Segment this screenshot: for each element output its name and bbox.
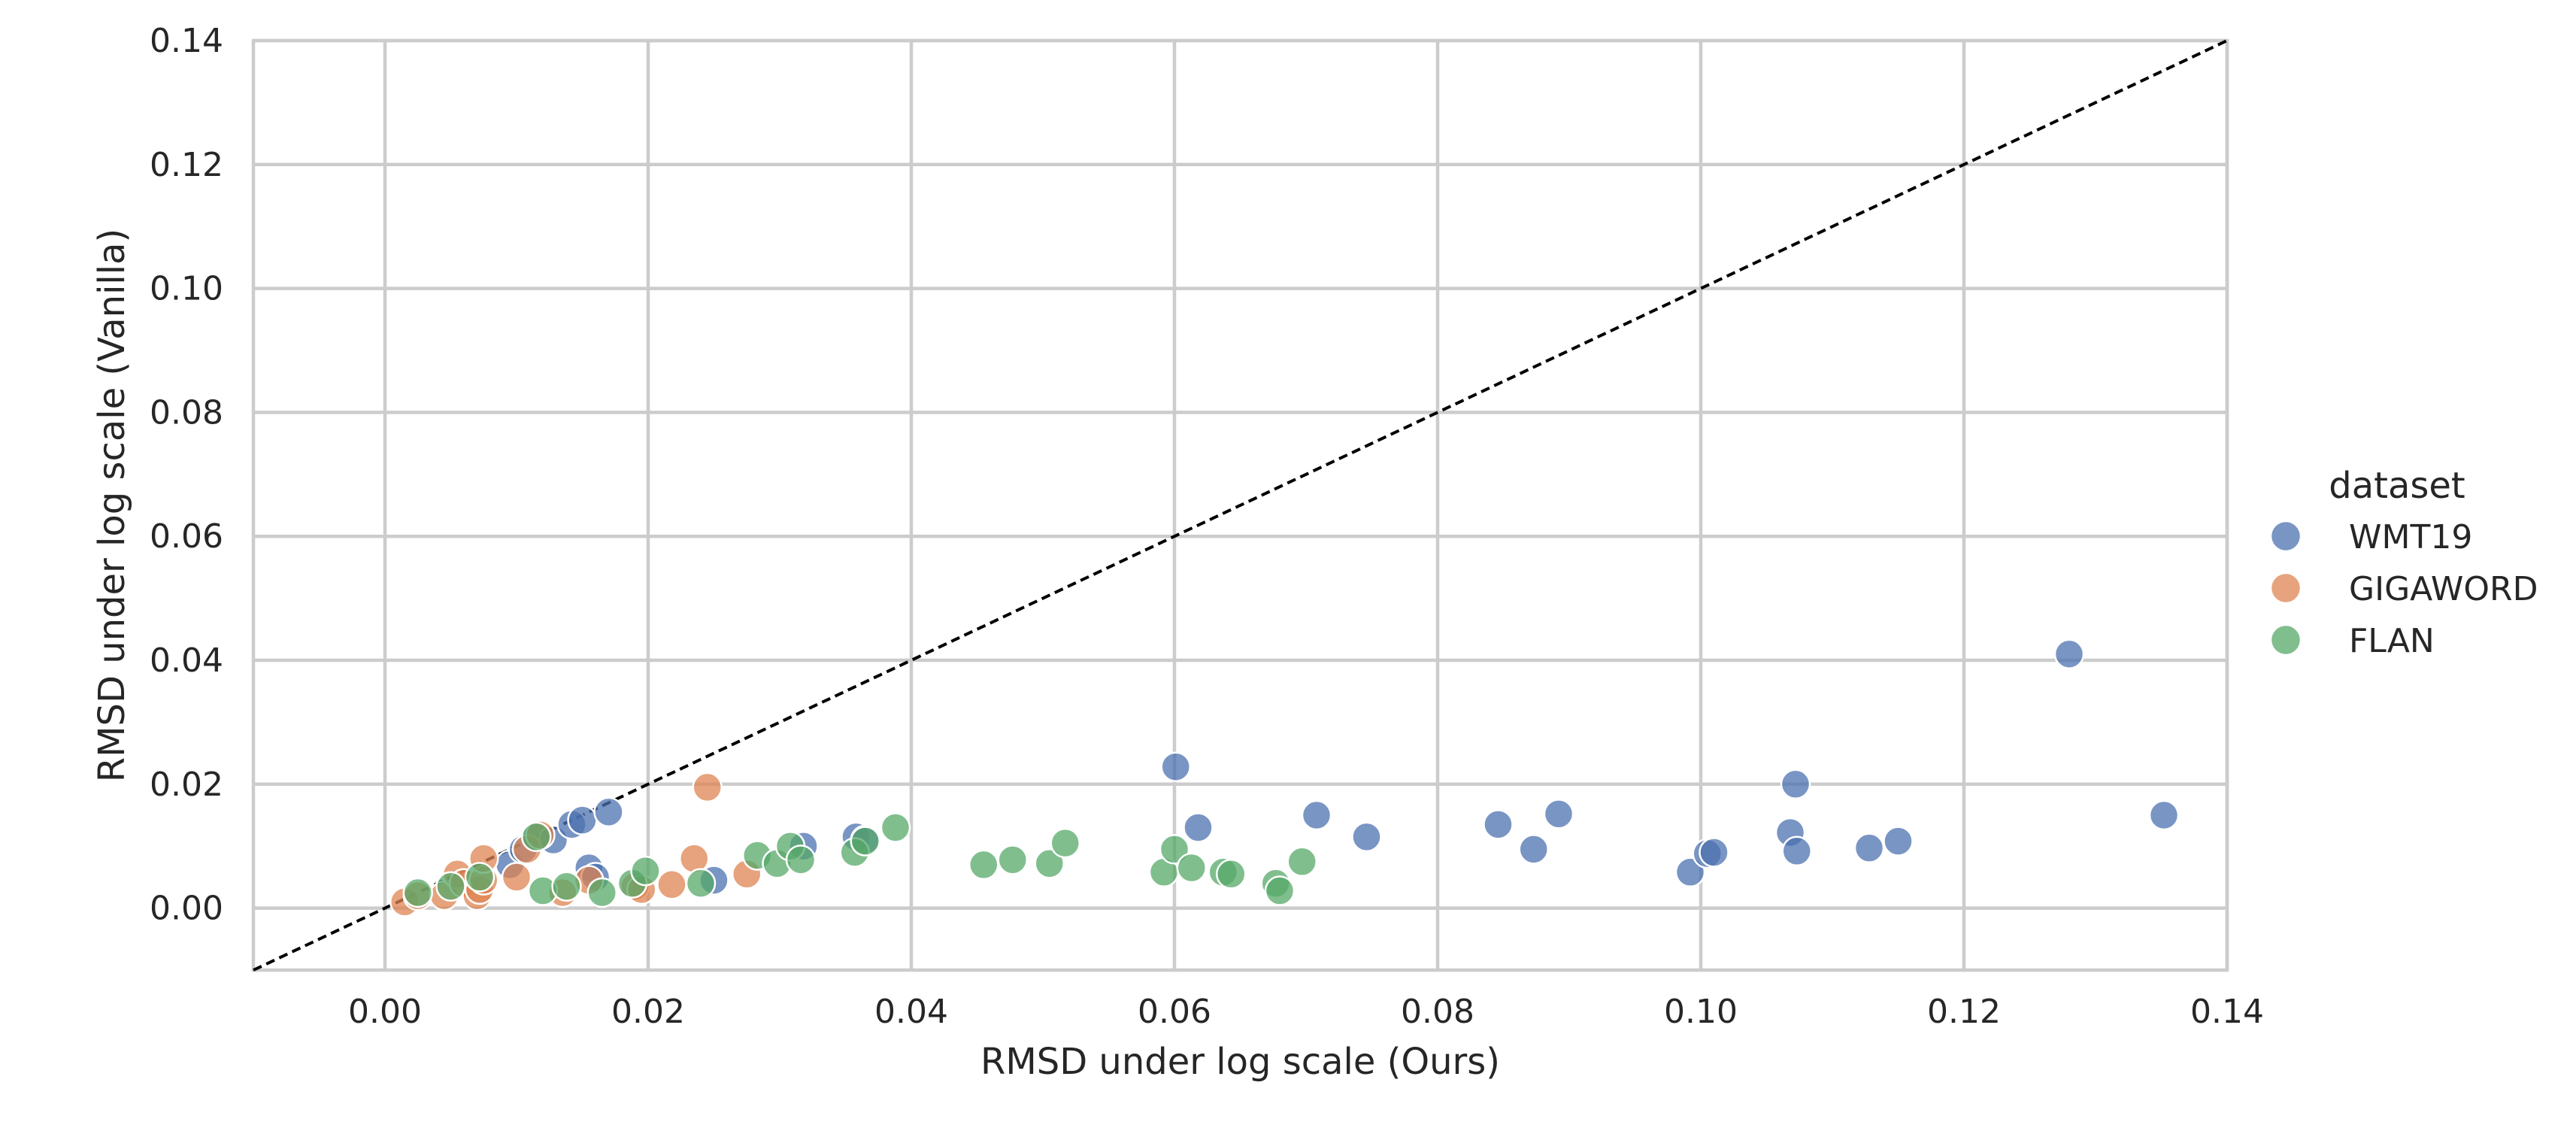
data-point-flan bbox=[1176, 852, 1207, 884]
y-tick-label: 0.10 bbox=[150, 270, 223, 308]
data-point-wmt19 bbox=[2148, 799, 2180, 831]
y-tick-label: 0.02 bbox=[150, 766, 223, 804]
y-tick-label: 0.06 bbox=[150, 517, 223, 556]
data-point-flan bbox=[880, 812, 911, 843]
data-point-flan bbox=[1216, 859, 1247, 890]
data-point-wmt19 bbox=[1699, 837, 1729, 868]
y-tick-label: 0.00 bbox=[150, 890, 223, 928]
data-point-flan bbox=[997, 844, 1028, 875]
y-tick-label: 0.14 bbox=[150, 22, 223, 60]
data-point-wmt19 bbox=[1518, 834, 1549, 865]
data-point-flan bbox=[685, 868, 717, 899]
legend: dataset WMT19 GIGAWORD FLAN bbox=[2269, 465, 2538, 660]
y-tick-label: 0.08 bbox=[150, 393, 223, 432]
data-point-flan bbox=[968, 849, 999, 881]
legend-marker-flan bbox=[2269, 623, 2302, 656]
y-tick-label: 0.12 bbox=[150, 146, 223, 184]
legend-items: WMT19 GIGAWORD FLAN bbox=[2269, 518, 2538, 660]
x-tick-label: 0.08 bbox=[1401, 993, 1474, 1031]
data-point-flan bbox=[1286, 846, 1317, 878]
x-tick-label: 0.02 bbox=[611, 993, 685, 1031]
data-points bbox=[389, 638, 2180, 917]
data-point-flan bbox=[435, 871, 466, 902]
data-point-flan bbox=[586, 877, 617, 908]
x-tick-labels: 0.00 0.02 0.04 0.06 0.08 0.10 0.12 0.14 bbox=[348, 993, 2264, 1031]
data-point-wmt19 bbox=[593, 796, 624, 828]
x-tick-label: 0.12 bbox=[1927, 993, 2001, 1031]
data-point-flan bbox=[1034, 848, 1065, 879]
data-point-wmt19 bbox=[1780, 769, 1811, 800]
data-point-wmt19 bbox=[1543, 799, 1574, 829]
data-point-flan bbox=[1050, 827, 1080, 859]
data-point-wmt19 bbox=[1883, 826, 1914, 857]
data-point-wmt19 bbox=[567, 805, 598, 835]
grid bbox=[253, 38, 2229, 970]
data-point-flan bbox=[850, 826, 880, 857]
data-point-flan bbox=[785, 844, 817, 875]
data-point-flan bbox=[630, 855, 661, 887]
data-point-gigaword bbox=[501, 862, 532, 893]
legend-marker-gigaword bbox=[2269, 572, 2302, 605]
y-tick-label: 0.04 bbox=[150, 641, 223, 680]
data-point-wmt19 bbox=[1781, 835, 1812, 867]
legend-label-flan: FLAN bbox=[2349, 622, 2435, 660]
data-point-flan bbox=[402, 877, 433, 908]
data-point-flan bbox=[1264, 875, 1296, 906]
data-point-wmt19 bbox=[1160, 751, 1191, 782]
x-tick-label: 0.06 bbox=[1138, 993, 1211, 1031]
data-point-flan bbox=[464, 862, 496, 893]
y-axis-label: RMSD under log scale (Vanilla) bbox=[91, 229, 133, 782]
legend-title: dataset bbox=[2329, 465, 2465, 507]
legend-marker-wmt19 bbox=[2269, 520, 2302, 553]
data-point-gigaword bbox=[692, 772, 723, 803]
series-flan bbox=[402, 812, 1317, 908]
x-tick-label: 0.00 bbox=[348, 993, 422, 1031]
data-point-flan bbox=[551, 871, 582, 902]
data-point-wmt19 bbox=[1351, 821, 1382, 853]
legend-label-wmt19: WMT19 bbox=[2349, 518, 2472, 556]
data-point-flan bbox=[521, 821, 552, 853]
x-axis-label: RMSD under log scale (Ours) bbox=[980, 1041, 1500, 1083]
x-tick-label: 0.14 bbox=[2190, 993, 2264, 1031]
plot-frame bbox=[251, 38, 2229, 972]
data-point-wmt19 bbox=[1853, 832, 1885, 863]
legend-label-gigaword: GIGAWORD bbox=[2349, 570, 2538, 608]
x-tick-label: 0.10 bbox=[1664, 993, 1738, 1031]
x-tick-label: 0.04 bbox=[874, 993, 948, 1031]
data-point-wmt19 bbox=[2053, 638, 2085, 670]
data-point-gigaword bbox=[656, 869, 687, 900]
y-tick-labels: 0.00 0.02 0.04 0.06 0.08 0.10 0.12 0.14 bbox=[150, 22, 223, 928]
data-point-wmt19 bbox=[1483, 809, 1514, 840]
data-point-wmt19 bbox=[1183, 812, 1214, 843]
data-point-wmt19 bbox=[1301, 799, 1332, 831]
